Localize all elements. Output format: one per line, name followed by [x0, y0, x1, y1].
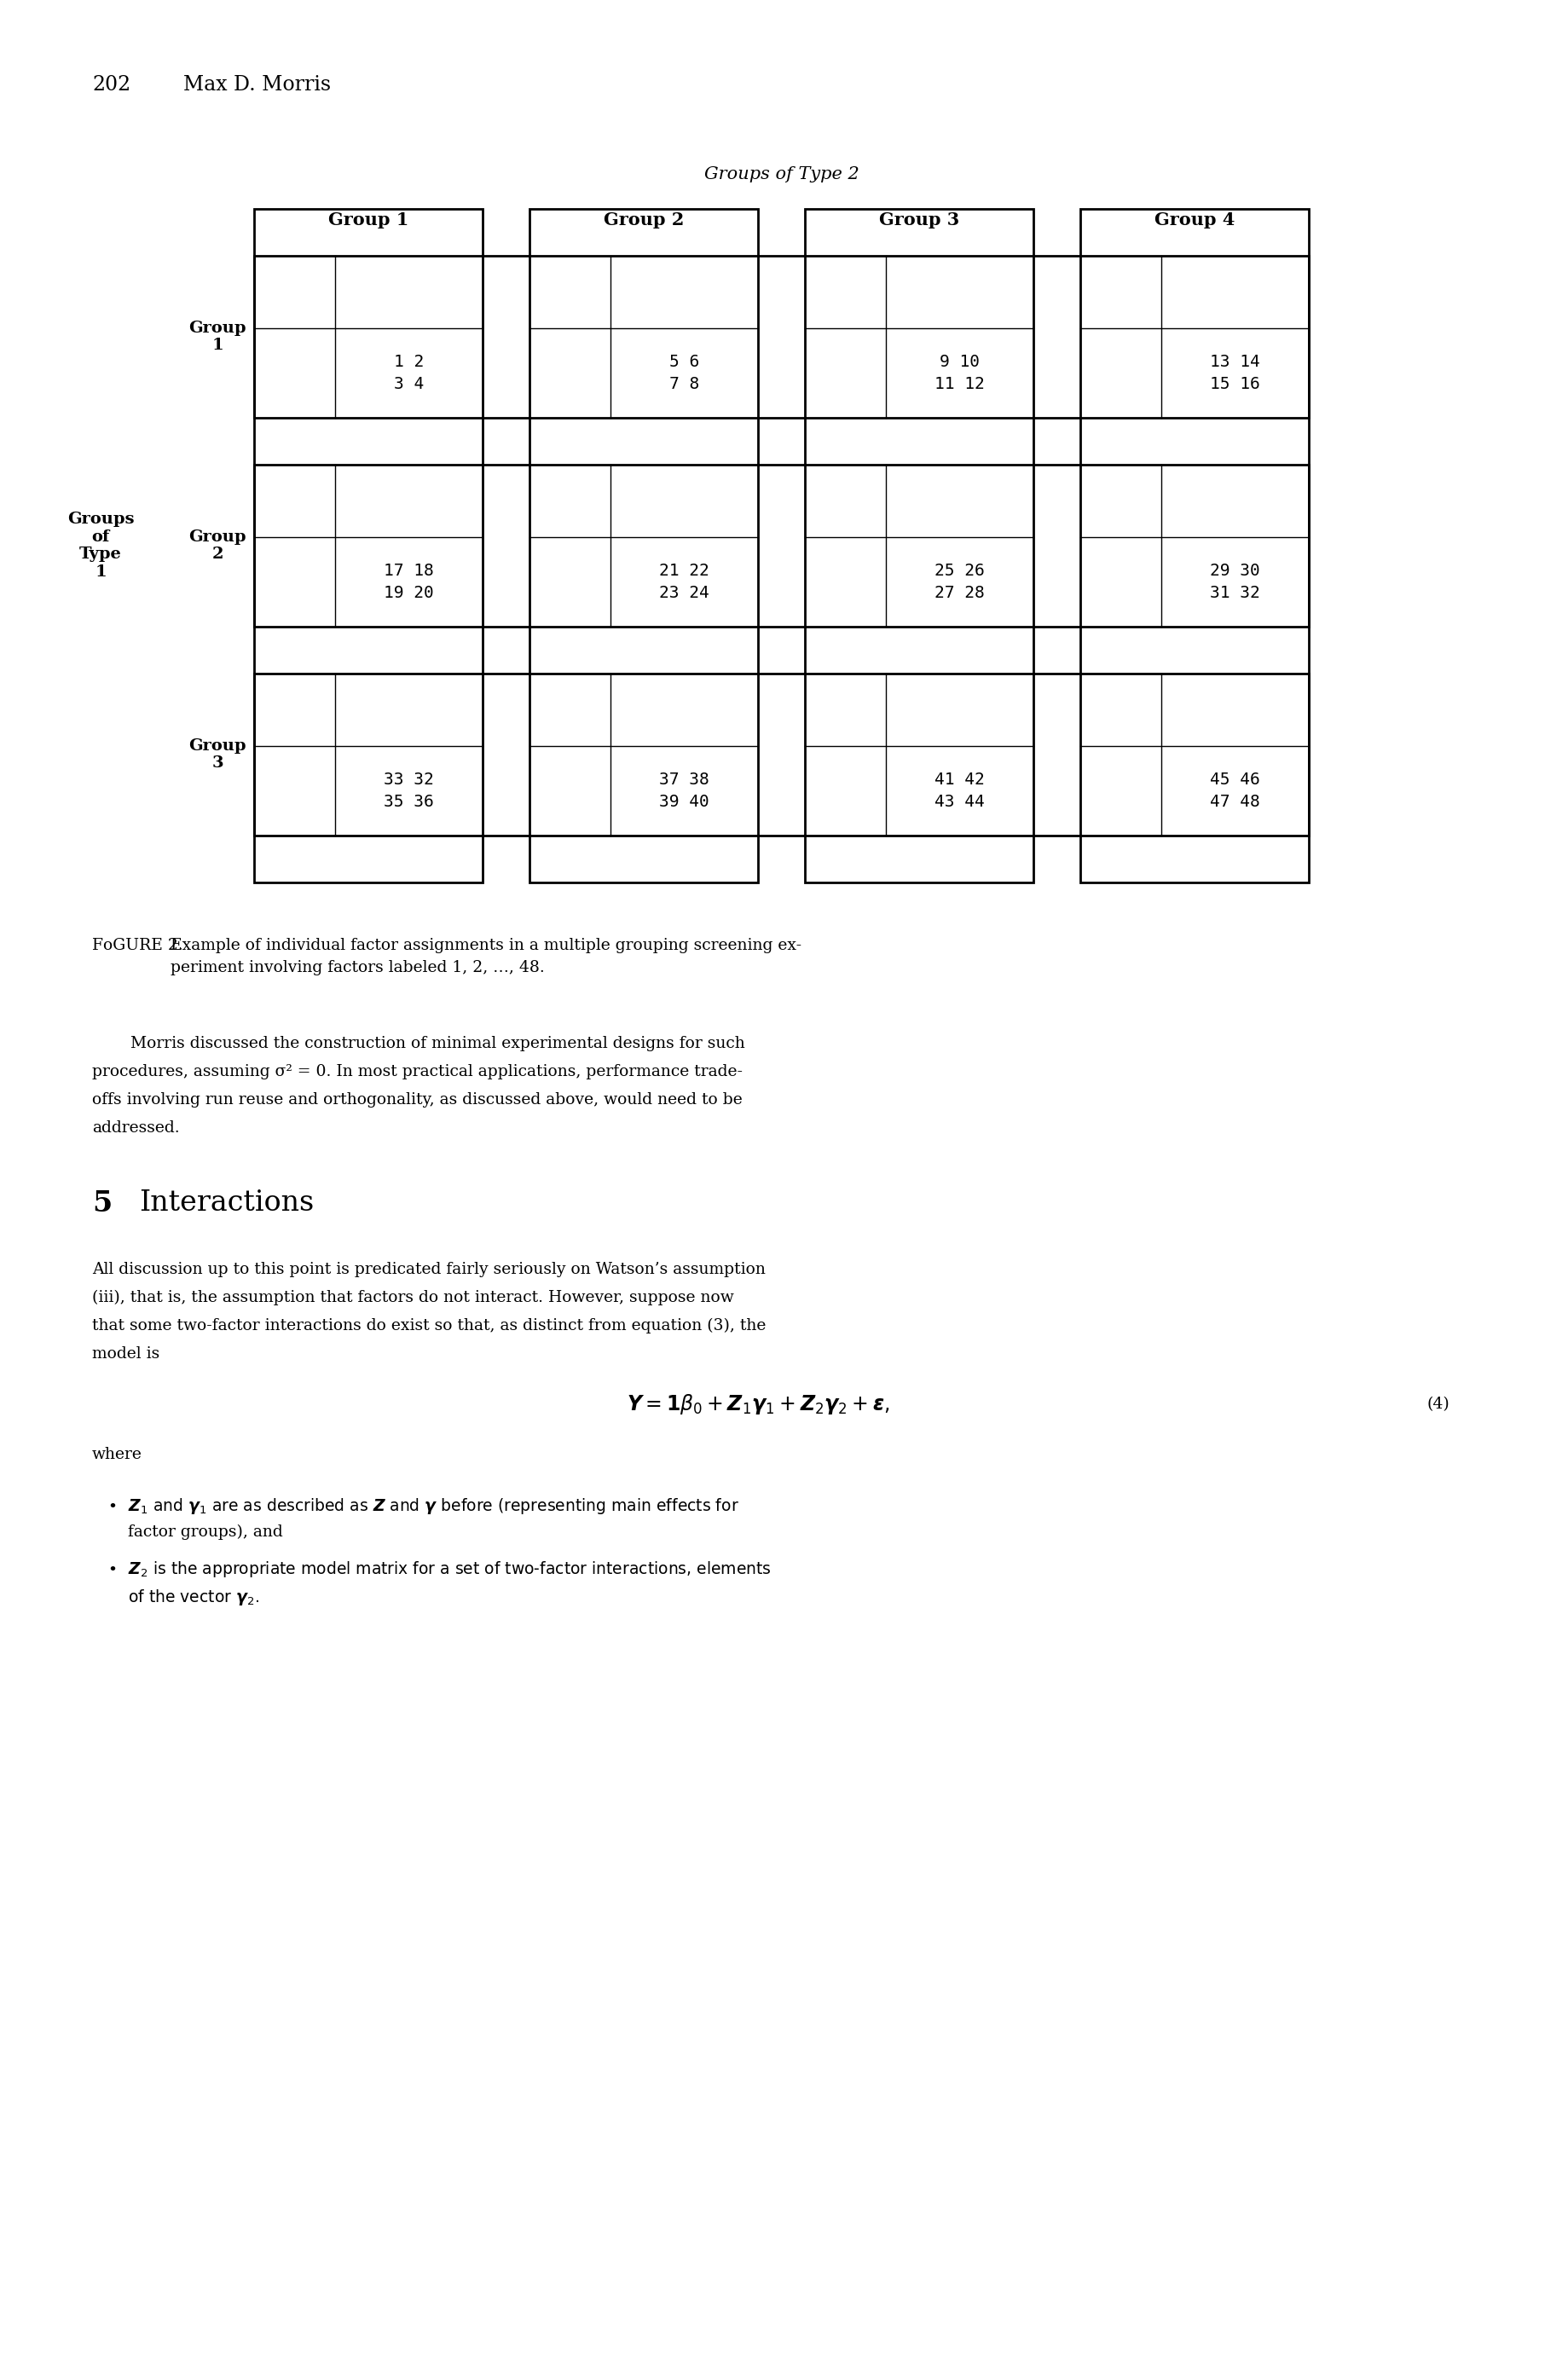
Text: 1 2
3 4: 1 2 3 4 — [394, 353, 423, 393]
Text: 41 42
43 44: 41 42 43 44 — [935, 771, 985, 809]
Bar — [530, 208, 757, 883]
Text: 5: 5 — [93, 1190, 111, 1218]
Text: Group 4: Group 4 — [1154, 211, 1234, 230]
Bar — [254, 674, 1309, 835]
Bar — [254, 464, 1309, 627]
Text: 29 30
31 32: 29 30 31 32 — [1210, 563, 1261, 601]
Text: offs involving run reuse and orthogonality, as discussed above, would need to be: offs involving run reuse and orthogonali… — [93, 1093, 742, 1107]
Text: Example of individual factor assignments in a multiple grouping screening ex-
pe: Example of individual factor assignments… — [171, 937, 801, 975]
Text: Morris discussed the construction of minimal experimental designs for such: Morris discussed the construction of min… — [130, 1036, 745, 1051]
Text: 21 22
23 24: 21 22 23 24 — [659, 563, 709, 601]
Text: Groups of Type 2: Groups of Type 2 — [704, 166, 859, 182]
Text: Interactions: Interactions — [140, 1190, 314, 1216]
Text: Group 2: Group 2 — [604, 211, 684, 230]
Text: that some two-factor interactions do exist so that, as distinct from equation (3: that some two-factor interactions do exi… — [93, 1318, 767, 1334]
Text: factor groups), and: factor groups), and — [129, 1524, 282, 1540]
Text: Max D. Morris: Max D. Morris — [183, 76, 331, 95]
Text: 37 38
39 40: 37 38 39 40 — [659, 771, 709, 809]
Text: 202: 202 — [93, 76, 130, 95]
Bar — [804, 208, 1033, 883]
Text: Group
1: Group 1 — [188, 319, 246, 353]
Text: 45 46
47 48: 45 46 47 48 — [1210, 771, 1261, 809]
Text: Group 3: Group 3 — [880, 211, 960, 230]
Text: model is: model is — [93, 1346, 160, 1360]
Text: procedures, assuming σ² = 0. In most practical applications, performance trade-: procedures, assuming σ² = 0. In most pra… — [93, 1065, 743, 1079]
Bar — [254, 256, 1309, 419]
Text: 13 14
15 16: 13 14 15 16 — [1210, 353, 1261, 393]
Text: (iii), that is, the assumption that factors do not interact. However, suppose no: (iii), that is, the assumption that fact… — [93, 1289, 734, 1306]
Text: FᴏGURE 2.: FᴏGURE 2. — [93, 937, 183, 953]
Text: 17 18
19 20: 17 18 19 20 — [384, 563, 434, 601]
Text: addressed.: addressed. — [93, 1121, 180, 1136]
Text: 9 10
11 12: 9 10 11 12 — [935, 353, 985, 393]
Text: 5 6
7 8: 5 6 7 8 — [670, 353, 699, 393]
Text: Group 1: Group 1 — [328, 211, 409, 230]
Text: Groups
of
Type
1: Groups of Type 1 — [67, 511, 135, 580]
Text: All discussion up to this point is predicated fairly seriously on Watson’s assum: All discussion up to this point is predi… — [93, 1261, 765, 1278]
Text: 25 26
27 28: 25 26 27 28 — [935, 563, 985, 601]
Text: 33 32
35 36: 33 32 35 36 — [384, 771, 434, 809]
Text: •: • — [108, 1500, 118, 1514]
Text: Group
3: Group 3 — [188, 738, 246, 771]
Text: $\boldsymbol{Z}_1$ and $\boldsymbol{\gamma}_1$ are as described as $\boldsymbol{: $\boldsymbol{Z}_1$ and $\boldsymbol{\gam… — [129, 1495, 739, 1517]
Text: Group
2: Group 2 — [188, 530, 246, 563]
Bar — [1080, 208, 1309, 883]
Text: •: • — [108, 1564, 118, 1578]
Text: (4): (4) — [1427, 1396, 1449, 1413]
Text: $\boldsymbol{Y} = \mathbf{1}\beta_0 + \boldsymbol{Z}_1\boldsymbol{\gamma}_1 + \b: $\boldsymbol{Y} = \mathbf{1}\beta_0 + \b… — [627, 1391, 891, 1417]
Bar — [254, 208, 483, 883]
Text: where: where — [93, 1448, 143, 1462]
Text: of the vector $\boldsymbol{\gamma}_2$.: of the vector $\boldsymbol{\gamma}_2$. — [129, 1588, 259, 1607]
Text: $\boldsymbol{Z}_2$ is the appropriate model matrix for a set of two-factor inter: $\boldsymbol{Z}_2$ is the appropriate mo… — [129, 1559, 771, 1578]
